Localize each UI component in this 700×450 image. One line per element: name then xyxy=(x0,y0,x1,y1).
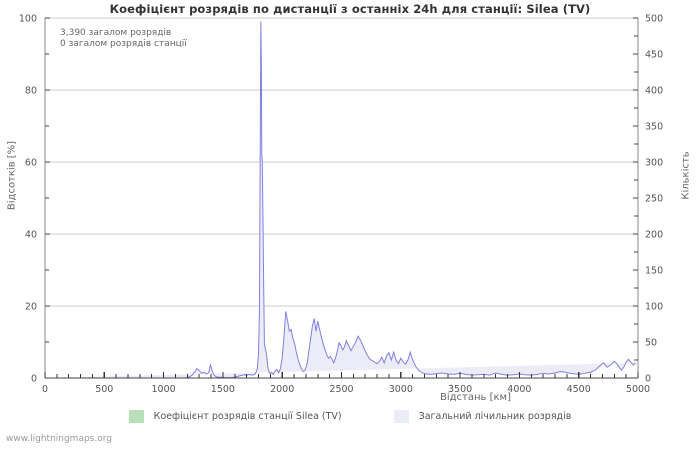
svg-text:450: 450 xyxy=(645,50,663,61)
svg-text:1000: 1000 xyxy=(152,384,176,395)
svg-text:300: 300 xyxy=(645,158,663,169)
y-axis-title: Відсотків [%] xyxy=(6,140,18,211)
legend-swatch-total-counter xyxy=(393,410,409,423)
legend-label-total-counter: Загальний лічильник розрядів xyxy=(418,411,572,422)
svg-text:2000: 2000 xyxy=(270,384,294,395)
x-axis-title: Відстань [км] xyxy=(440,392,512,403)
svg-text:40: 40 xyxy=(25,230,37,241)
svg-text:500: 500 xyxy=(95,384,113,395)
svg-text:250: 250 xyxy=(645,194,663,205)
svg-text:2500: 2500 xyxy=(329,384,353,395)
legend-label-station-rate: Коефіцієнт розрядів станції Silea (TV) xyxy=(153,411,342,422)
svg-text:100: 100 xyxy=(19,14,37,25)
svg-text:1500: 1500 xyxy=(211,384,235,395)
svg-text:0: 0 xyxy=(42,384,48,395)
svg-text:4500: 4500 xyxy=(567,384,591,395)
svg-text:500: 500 xyxy=(645,14,663,25)
chart-annotation: 3,390 загалом розрядів 0 загалом розряді… xyxy=(60,28,187,50)
svg-text:100: 100 xyxy=(645,302,663,313)
svg-text:60: 60 xyxy=(25,158,37,169)
legend-swatch-station-rate xyxy=(128,410,144,423)
legend-entry-total-counter[interactable]: Загальний лічильник розрядів xyxy=(393,410,572,423)
svg-text:3000: 3000 xyxy=(389,384,413,395)
svg-text:150: 150 xyxy=(645,266,663,277)
svg-text:3500: 3500 xyxy=(448,384,472,395)
series-area-total-strokes xyxy=(45,21,636,379)
legend-entry-station-rate[interactable]: Коефіцієнт розрядів станції Silea (TV) xyxy=(128,410,342,423)
svg-text:0: 0 xyxy=(645,374,651,385)
svg-text:350: 350 xyxy=(645,122,663,133)
chart-legend: Коефіцієнт розрядів станції Silea (TV) З… xyxy=(0,410,700,423)
annotation-line-1: 3,390 загалом розрядів xyxy=(60,28,172,38)
annotation-line-2: 0 загалом розрядів станції xyxy=(60,39,187,49)
gridlines xyxy=(45,17,638,307)
axis-ticks xyxy=(44,17,639,379)
svg-text:80: 80 xyxy=(25,86,37,97)
footer-source: www.lightningmaps.org xyxy=(6,434,112,444)
svg-text:5000: 5000 xyxy=(626,384,650,395)
svg-text:200: 200 xyxy=(645,230,663,241)
svg-text:4000: 4000 xyxy=(507,384,531,395)
svg-text:50: 50 xyxy=(645,338,657,349)
chart-title: Коефіцієнт розрядів по дистанції з остан… xyxy=(109,2,591,16)
svg-text:400: 400 xyxy=(645,86,663,97)
y2-axis-title: Кількість xyxy=(680,151,692,200)
axis-tick-labels: 0204060801000501001502002503003504004505… xyxy=(19,14,663,396)
svg-text:20: 20 xyxy=(25,302,37,313)
axis-frame xyxy=(44,17,639,379)
svg-text:0: 0 xyxy=(31,374,37,385)
